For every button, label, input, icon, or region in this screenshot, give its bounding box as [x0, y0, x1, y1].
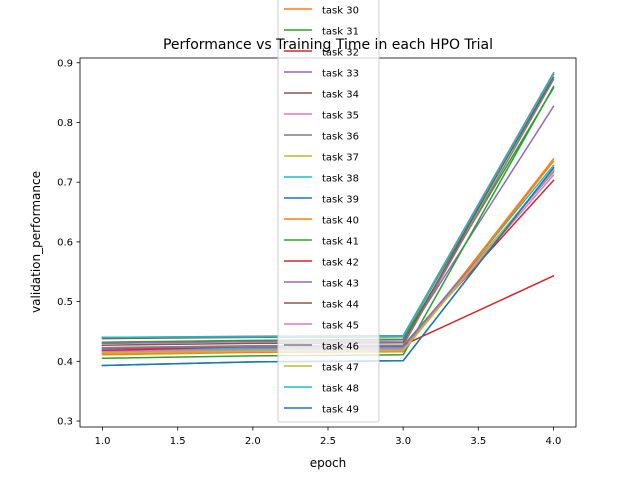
y-axis-label: validation_performance	[29, 171, 43, 313]
y-tick-label: 0.5	[57, 297, 73, 308]
legend-label: task 32	[322, 48, 359, 59]
legend-box	[277, 0, 380, 423]
legend-label: task 49	[322, 405, 359, 416]
legend-label: task 37	[322, 153, 359, 164]
legend-label: task 45	[322, 321, 359, 332]
x-tick-label: 3.0	[395, 436, 411, 447]
legend-label: task 40	[322, 216, 359, 227]
x-tick-label: 2.5	[320, 436, 336, 447]
legend-label: task 33	[322, 69, 359, 80]
legend-label: task 43	[322, 279, 359, 290]
legend-label: task 47	[322, 363, 359, 374]
x-tick-label: 1.0	[95, 436, 111, 447]
x-axis-label: epoch	[310, 456, 347, 470]
x-tick-label: 3.5	[470, 436, 486, 447]
legend-label: task 34	[322, 90, 359, 101]
legend-label: task 38	[322, 174, 359, 185]
y-tick-label: 0.3	[57, 417, 73, 428]
legend-label: task 41	[322, 237, 359, 248]
y-tick-label: 0.9	[57, 58, 73, 69]
y-tick-label: 0.6	[57, 237, 73, 248]
y-tick-label: 0.4	[57, 357, 73, 368]
legend-label: task 39	[322, 195, 359, 206]
legend-label: task 46	[322, 342, 359, 353]
legend-label: task 35	[322, 111, 359, 122]
legend-label: task 31	[322, 27, 359, 38]
legend-label: task 44	[322, 300, 359, 311]
x-tick-label: 1.5	[170, 436, 186, 447]
x-tick-label: 4.0	[546, 436, 562, 447]
legend-label: task 30	[322, 6, 359, 17]
legend-label: task 42	[322, 258, 359, 269]
y-tick-label: 0.8	[57, 118, 73, 129]
x-tick-label: 2.0	[245, 436, 261, 447]
legend-label: task 48	[322, 384, 359, 395]
y-tick-label: 0.7	[57, 178, 73, 189]
legend-label: task 36	[322, 132, 359, 143]
chart-title: Performance vs Training Time in each HPO…	[163, 37, 493, 53]
legend: task 30 task 31 task 32 task 33 task 34 task …	[277, 0, 380, 423]
